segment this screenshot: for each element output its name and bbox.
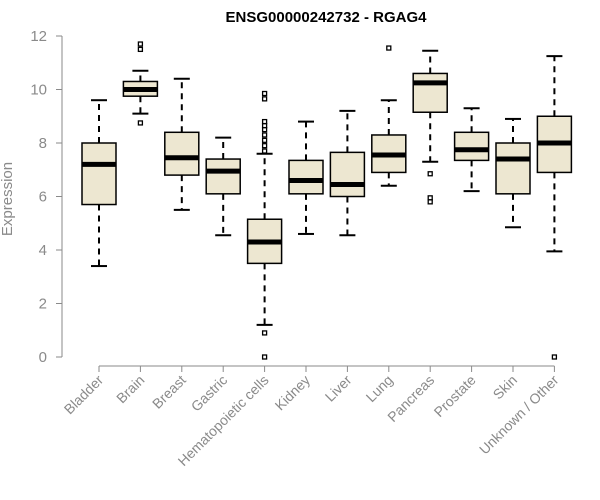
box-kidney: [288, 120, 324, 235]
x-tick-label: Brain: [113, 372, 147, 406]
outlier-point: [261, 90, 268, 97]
outlier-point: [261, 143, 268, 149]
box-bladder: [81, 99, 117, 268]
outlier-point: [261, 148, 268, 154]
box-breast: [164, 77, 200, 211]
outlier-point: [137, 120, 144, 126]
box-liver: [329, 109, 366, 237]
x-tick-label: Bladder: [61, 372, 107, 418]
outlier-point: [261, 96, 268, 102]
iqr-box: [329, 151, 366, 198]
y-tick-label: 6: [39, 189, 47, 206]
x-tick-label: Breast: [149, 372, 189, 412]
iqr-box: [81, 142, 117, 206]
box-prostate: [453, 107, 490, 193]
y-axis-label: Expression: [0, 162, 16, 236]
outlier-point: [551, 354, 558, 360]
x-tick-label: Skin: [490, 372, 521, 403]
iqr-box: [412, 72, 448, 113]
box-gastric: [205, 136, 241, 237]
y-axis: 0 2 4 6 8 10 12: [30, 28, 63, 366]
y-tick-label: 8: [39, 135, 47, 152]
outlier-point: [427, 195, 433, 201]
box-unknown-other: [536, 55, 573, 360]
box-series: [81, 41, 573, 360]
outlier-point: [261, 354, 268, 360]
x-tick-label: Liver: [322, 372, 355, 405]
box-brain: [122, 41, 159, 126]
x-tick-label: Prostate: [431, 372, 479, 420]
y-tick-label: 10: [30, 82, 47, 99]
y-tick-label: 4: [39, 242, 47, 259]
outlier-point: [261, 118, 268, 125]
iqr-box: [288, 159, 324, 195]
y-tick-label: 0: [39, 349, 47, 366]
box-pancreas: [412, 49, 448, 205]
x-tick-label: Kidney: [272, 372, 314, 414]
outlier-point: [261, 330, 268, 336]
chart-title: ENSG00000242732 - RGAG4: [226, 9, 428, 26]
box-hematopoietic-cells: [246, 90, 283, 360]
y-tick-label: 2: [39, 296, 47, 313]
outlier-point: [261, 132, 268, 138]
outlier-point: [137, 46, 144, 53]
x-tick-label: Unknown / Other: [476, 372, 562, 458]
iqr-box: [453, 131, 490, 162]
box-lung: [371, 45, 407, 187]
iqr-box: [205, 158, 241, 195]
iqr-box: [495, 142, 531, 195]
x-tick-label: Lung: [363, 372, 396, 405]
iqr-box: [164, 131, 200, 176]
outlier-point: [137, 41, 144, 47]
outlier-point: [386, 45, 392, 51]
outlier-point: [427, 171, 433, 177]
outlier-point: [261, 137, 268, 143]
y-tick-label: 12: [30, 28, 47, 45]
box-skin: [495, 117, 531, 229]
